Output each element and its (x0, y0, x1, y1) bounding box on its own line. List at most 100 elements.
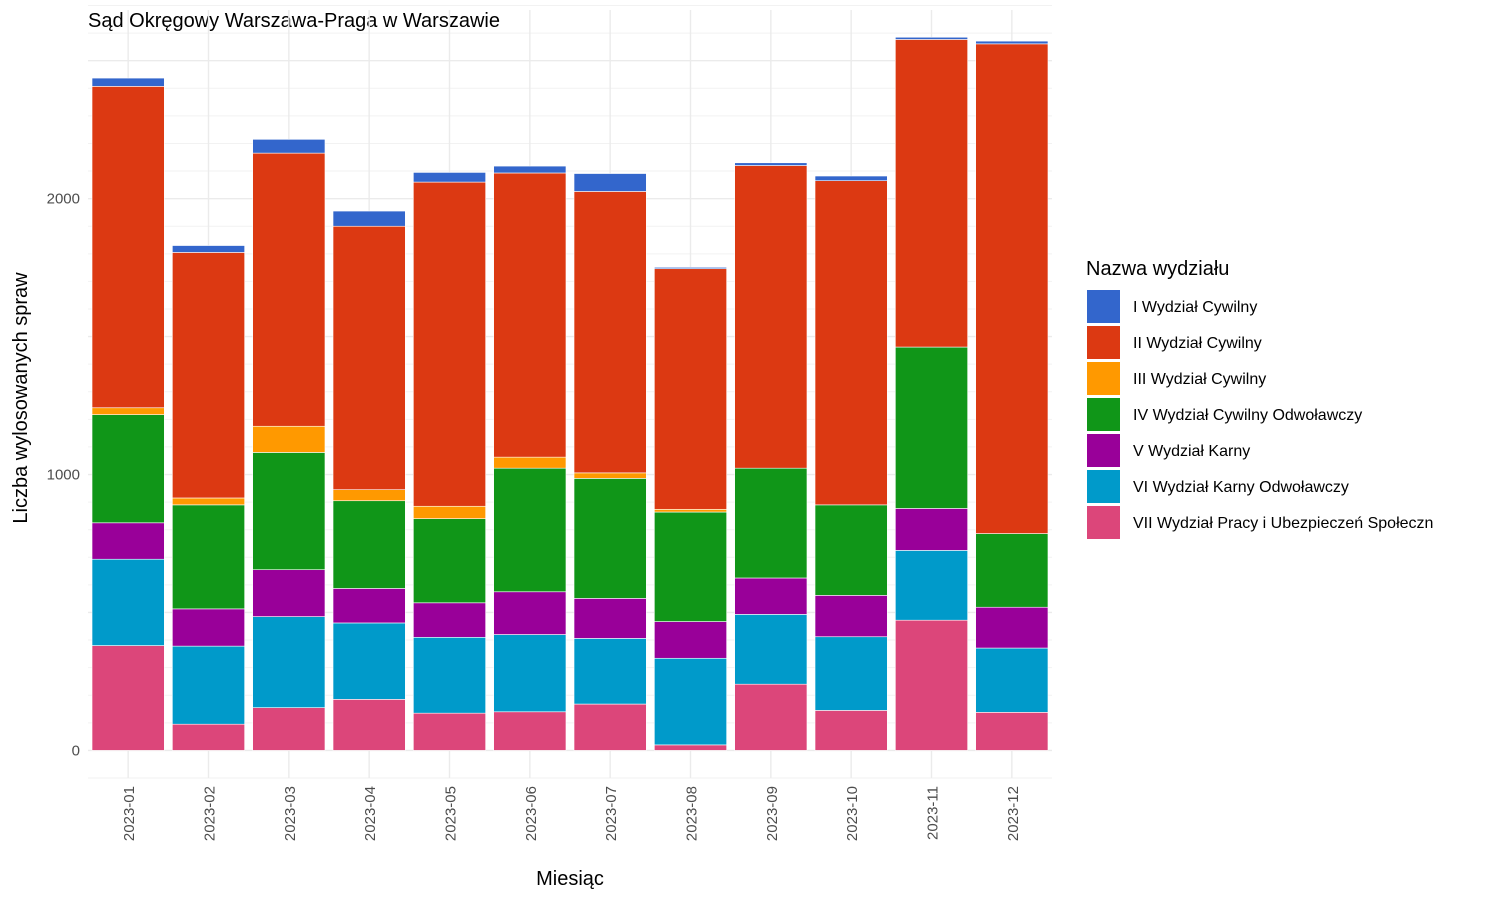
bar-segment (814, 710, 888, 751)
bar-segment (252, 452, 326, 571)
bar-segment (91, 645, 165, 751)
bar-segment (172, 608, 245, 647)
bar-segment (252, 569, 326, 617)
legend-label: I Wydział Cywilny (1133, 299, 1257, 316)
bar-segment (734, 467, 808, 579)
bar-segment (975, 533, 1049, 608)
bar-segment (91, 407, 165, 415)
bar-segment (895, 39, 968, 348)
bar-segment (91, 414, 165, 524)
legend-title: Nazwa wydziału (1086, 258, 1229, 280)
x-axis-ticks: 2023-01 2023-02 2023-03 2023-04 2023-05 2023-… (121, 786, 1022, 841)
bars (91, 36, 1049, 751)
bar-segment (493, 634, 567, 713)
bar-segment (413, 505, 486, 519)
y-axis-title: Liczba wylosowanych spraw (10, 272, 32, 524)
bar-segment (895, 36, 968, 40)
bar-segment (895, 346, 968, 509)
bar-segment (814, 636, 888, 711)
bar-segment (332, 489, 406, 502)
bar-segment (895, 550, 968, 621)
bar-segment (975, 606, 1049, 649)
y-tick-label: 2000 (47, 191, 80, 208)
bar-segment (895, 619, 968, 751)
bar-segment (493, 456, 567, 469)
bar-segment (734, 577, 808, 615)
bar-segment (91, 77, 165, 87)
bar-segment (413, 172, 486, 183)
legend-swatch (1087, 434, 1120, 467)
x-tick-label: 2023-11 (925, 786, 942, 840)
legend-label: V Wydział Karny (1133, 443, 1250, 460)
bar-segment (573, 638, 647, 705)
bar-segment (332, 225, 406, 490)
bar-segment (573, 173, 647, 192)
x-tick-label: 2023-12 (1005, 786, 1022, 841)
x-tick-label: 2023-10 (844, 786, 861, 841)
legend-label: II Wydział Cywilny (1133, 335, 1262, 352)
bar-segment (654, 621, 727, 659)
legend-label: III Wydział Cywilny (1133, 371, 1266, 388)
bar-segment (493, 165, 567, 174)
bar-segment (814, 504, 888, 596)
bar-segment (975, 40, 1049, 45)
bar-segment (814, 175, 888, 182)
x-tick-label: 2023-07 (603, 786, 620, 841)
legend-label: VI Wydział Karny Odwoławczy (1133, 479, 1349, 496)
bar-segment (573, 472, 647, 479)
y-axis-ticks: 0 1000 2000 (47, 191, 80, 760)
legend-swatch (1087, 362, 1120, 395)
bar-segment (734, 165, 808, 469)
bar-segment (573, 191, 647, 474)
legend: Nazwa wydziału I Wydział Cywilny II Wydzi… (1086, 258, 1433, 539)
x-tick-label: 2023-02 (202, 786, 219, 841)
x-tick-label: 2023-03 (282, 786, 299, 841)
bar-segment (573, 478, 647, 599)
bar-segment (493, 591, 567, 635)
bar-segment (91, 86, 165, 409)
bar-segment (734, 614, 808, 685)
bar-segment (252, 707, 326, 751)
y-tick-label: 0 (72, 742, 80, 759)
bar-segment (493, 172, 567, 458)
bar-segment (413, 636, 486, 714)
legend-swatch (1087, 506, 1120, 539)
bar-segment (975, 43, 1049, 534)
bar-segment (413, 518, 486, 604)
legend-swatch (1087, 398, 1120, 431)
bar-segment (332, 588, 406, 624)
bar-segment (252, 152, 326, 427)
bar-segment (172, 645, 245, 725)
bar-segment (654, 744, 727, 751)
legend-label: VII Wydział Pracy i Ubezpieczeń Społeczn (1133, 515, 1433, 532)
legend-label: IV Wydział Cywilny Odwoławczy (1133, 407, 1362, 424)
x-tick-label: 2023-04 (362, 786, 379, 841)
bar-segment (654, 511, 727, 622)
bar-segment (975, 647, 1049, 713)
bar-segment (172, 497, 245, 506)
x-axis-title: Miesiąc (536, 868, 604, 890)
bar-segment (895, 508, 968, 551)
bar-segment (172, 252, 245, 499)
bar-segment (814, 595, 888, 638)
bar-segment (332, 500, 406, 589)
bar-segment (332, 699, 406, 751)
bar-segment (493, 467, 567, 593)
bar-segment (734, 683, 808, 751)
bar-segment (91, 558, 165, 646)
bar-segment (493, 711, 567, 751)
legend-swatch (1087, 290, 1120, 323)
x-tick-label: 2023-05 (443, 786, 460, 841)
bar-segment (573, 703, 647, 751)
bar-segment (654, 268, 727, 510)
bar-segment (332, 622, 406, 700)
bar-segment (252, 425, 326, 453)
bar-segment (172, 504, 245, 610)
bar-segment (91, 522, 165, 560)
bar-segment (814, 180, 888, 506)
bar-segment (654, 657, 727, 746)
bar-segment (654, 267, 727, 270)
x-tick-label: 2023-09 (764, 786, 781, 841)
bar-segment (332, 210, 406, 227)
